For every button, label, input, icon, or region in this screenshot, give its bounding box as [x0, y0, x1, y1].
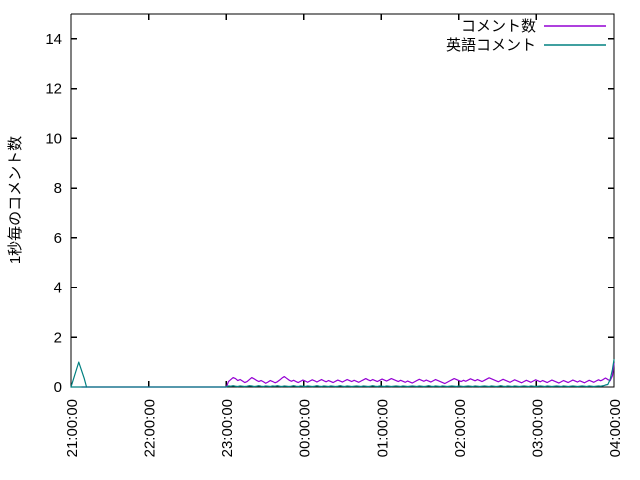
legend-label-0: コメント数	[461, 18, 536, 35]
x-tick-label: 03:00:00	[529, 399, 546, 457]
y-tick-label: 10	[45, 130, 62, 147]
y-tick-label: 6	[54, 230, 62, 247]
x-tick-label: 01:00:00	[374, 399, 391, 457]
legend-label-1: 英語コメント	[446, 36, 536, 54]
x-axis-ticks: 21:00:00 22:00:00 23:00:00 00:00:00 01:00:00…	[64, 14, 624, 457]
plot-frame	[70, 13, 615, 388]
y-tick-label: 2	[54, 329, 62, 346]
x-tick-label: 22:00:00	[142, 399, 159, 457]
y-tick-label: 14	[45, 31, 62, 48]
series-line-1	[70, 359, 615, 388]
y-tick-label: 4	[54, 280, 62, 297]
y-axis-ticks: 0 2 4 6 8 10 12 14	[45, 31, 614, 396]
series-line-0	[81, 362, 615, 388]
x-tick-label: 02:00:00	[452, 399, 469, 457]
x-tick-label: 21:00:00	[64, 399, 81, 457]
y-tick-label: 8	[54, 180, 62, 197]
data-series-layer	[70, 359, 615, 388]
x-tick-label: 04:00:00	[607, 399, 624, 457]
x-tick-label: 23:00:00	[219, 399, 236, 457]
series-initial-spike	[70, 361, 88, 388]
y-tick-label: 0	[54, 379, 62, 396]
x-tick-label: 00:00:00	[297, 399, 314, 457]
y-axis-title: 1秒毎のコメント数	[7, 136, 24, 264]
y-tick-label: 12	[45, 81, 62, 98]
